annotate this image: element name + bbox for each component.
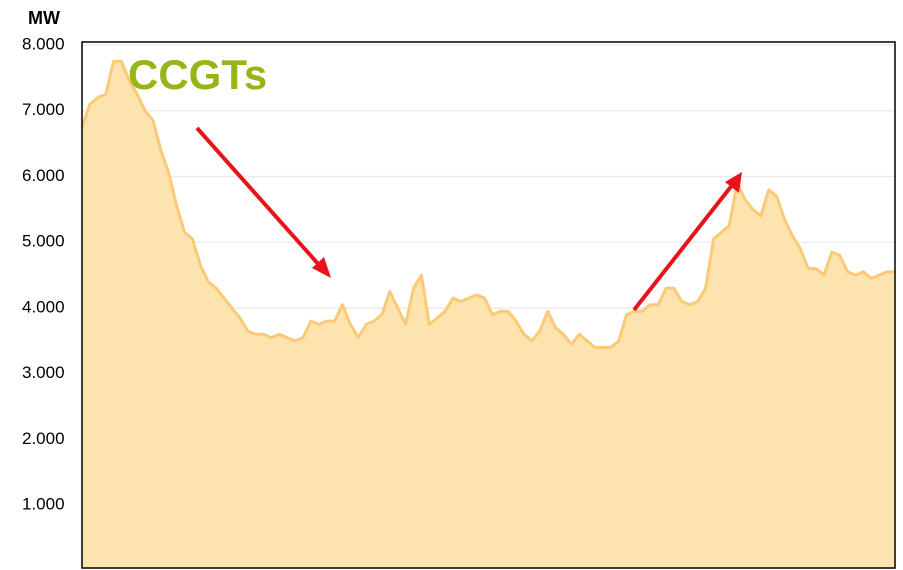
y-axis-label: MW xyxy=(28,8,60,28)
annotation: CCGTs xyxy=(128,51,267,98)
plot-frame xyxy=(81,41,896,569)
y-tick-label: 8.000 xyxy=(22,34,65,53)
y-tick-label: 5.000 xyxy=(22,232,65,251)
y-tick-label: 1.000 xyxy=(22,495,65,514)
y-tick-label: 6.000 xyxy=(22,166,65,185)
y-tick-label: 7.000 xyxy=(22,100,65,119)
plot-area xyxy=(80,44,895,569)
arrow xyxy=(632,172,742,312)
line xyxy=(80,59,895,349)
arrow xyxy=(195,126,331,278)
y-tick-label: 3.000 xyxy=(22,363,65,382)
area xyxy=(82,61,895,569)
y-tick-label: 4.000 xyxy=(22,297,65,316)
y-tick-label: 2.000 xyxy=(22,429,65,448)
